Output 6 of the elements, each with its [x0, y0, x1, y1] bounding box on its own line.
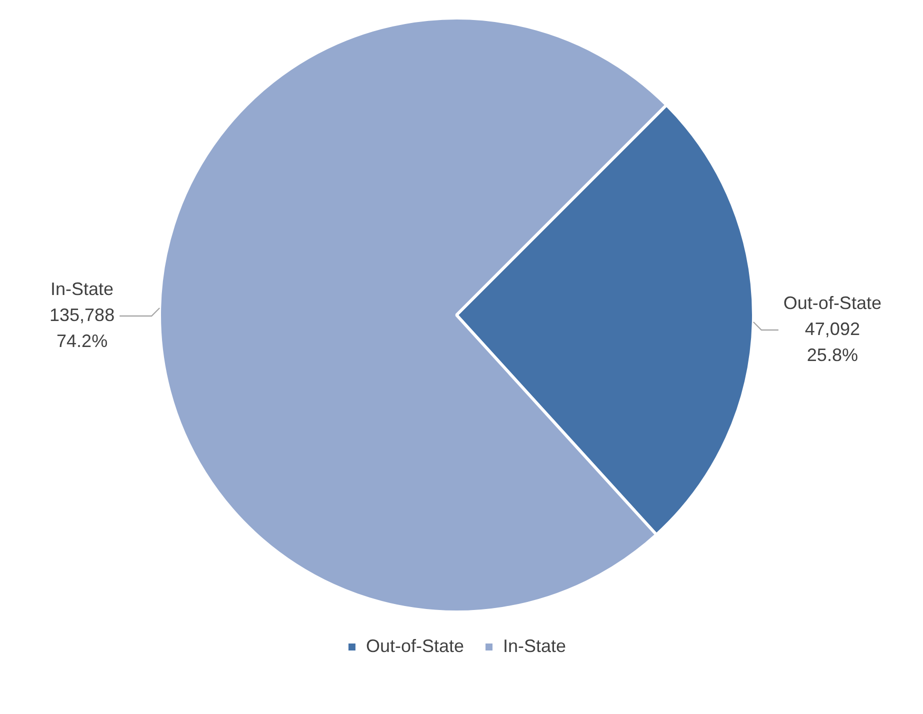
- data-label: 135,788 74.2%: [50, 304, 115, 351]
- slice-label: In-State: [50, 278, 114, 299]
- slice-label: Out-of-State: [783, 292, 882, 313]
- legend-label: In-State: [503, 636, 566, 656]
- legend-label: Out-of-State: [366, 636, 464, 656]
- data-label: 47,092 25.8%: [804, 318, 860, 365]
